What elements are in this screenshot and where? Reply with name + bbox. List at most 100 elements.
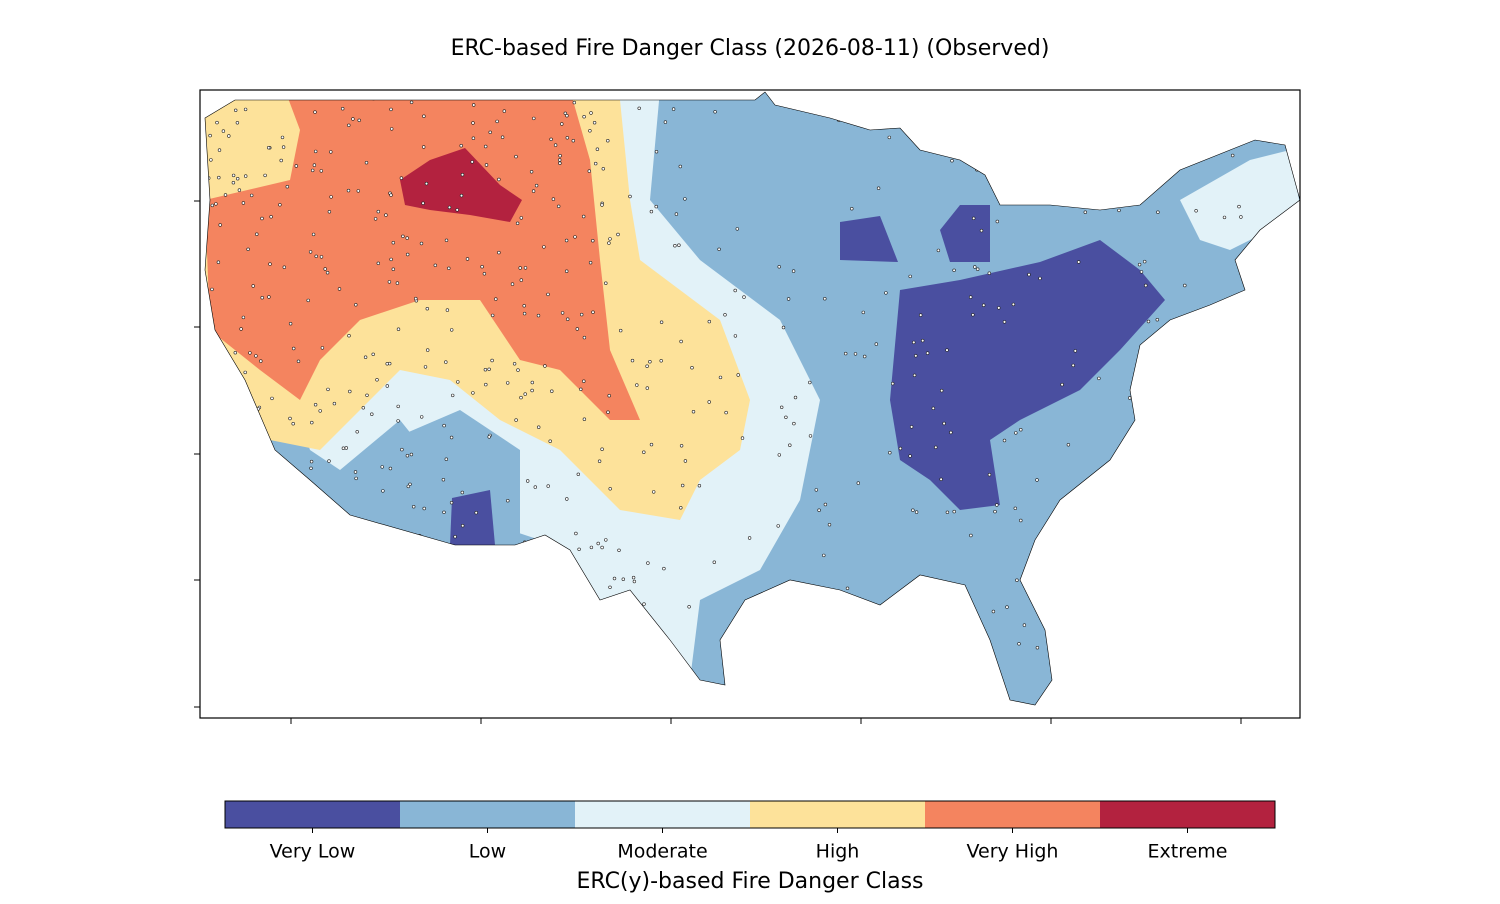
station — [565, 497, 569, 501]
station — [486, 657, 490, 662]
station — [618, 703, 622, 705]
station — [588, 129, 592, 133]
station — [577, 547, 581, 551]
station — [389, 637, 394, 642]
station — [530, 388, 534, 393]
station — [678, 164, 682, 169]
station — [519, 395, 523, 400]
station — [370, 412, 374, 416]
station — [995, 219, 999, 224]
station — [375, 660, 379, 664]
station — [285, 508, 290, 513]
station — [987, 473, 992, 477]
station — [697, 484, 702, 488]
station — [575, 327, 579, 331]
station — [266, 510, 271, 514]
station — [651, 490, 656, 494]
station — [425, 307, 429, 311]
station — [849, 109, 853, 113]
station — [934, 445, 938, 449]
station — [1073, 349, 1078, 353]
station — [388, 361, 392, 366]
station — [365, 393, 369, 397]
station — [967, 106, 971, 110]
station — [637, 106, 641, 111]
station — [363, 355, 368, 359]
station — [525, 575, 530, 579]
station — [205, 387, 208, 391]
station — [487, 367, 491, 371]
station — [888, 451, 892, 455]
station — [680, 483, 685, 488]
station — [795, 649, 799, 653]
colorbar-segment — [750, 801, 925, 828]
station — [1103, 567, 1108, 572]
station — [366, 630, 371, 634]
station — [532, 116, 536, 121]
station — [227, 134, 231, 138]
outline — [204, 91, 1301, 706]
station — [231, 403, 235, 407]
station — [522, 304, 526, 308]
station — [1152, 436, 1157, 440]
station — [662, 668, 666, 672]
station — [389, 193, 393, 197]
colorbar-tick-label: Moderate — [617, 841, 707, 863]
station — [243, 107, 248, 112]
station — [484, 163, 489, 167]
station — [1246, 309, 1251, 313]
station — [873, 641, 878, 645]
station — [211, 688, 215, 692]
station — [507, 639, 511, 643]
station — [376, 261, 380, 265]
station — [1054, 199, 1059, 203]
station — [1022, 623, 1027, 627]
station — [259, 359, 263, 363]
station — [582, 417, 587, 421]
station — [280, 135, 285, 140]
station — [381, 614, 385, 618]
station — [1076, 260, 1081, 264]
station — [311, 232, 316, 237]
station — [424, 181, 429, 186]
station — [536, 313, 541, 318]
station — [1109, 688, 1114, 692]
station — [241, 315, 246, 320]
station — [840, 642, 844, 646]
station — [783, 671, 787, 675]
station — [288, 322, 293, 326]
station — [419, 241, 424, 246]
station — [525, 479, 530, 483]
station — [296, 359, 301, 363]
station — [420, 415, 424, 419]
station — [564, 238, 569, 243]
station — [460, 173, 465, 177]
station — [550, 389, 554, 393]
station — [221, 129, 226, 133]
station — [911, 508, 915, 512]
station — [465, 257, 470, 261]
station — [885, 98, 890, 102]
station — [474, 560, 478, 565]
station — [1254, 459, 1258, 463]
station — [480, 579, 484, 584]
station — [1064, 574, 1069, 579]
station — [396, 404, 400, 409]
station — [341, 106, 345, 111]
station — [868, 102, 873, 106]
station — [874, 342, 878, 346]
station — [1066, 443, 1071, 447]
station — [304, 610, 308, 615]
station — [292, 346, 296, 351]
station — [313, 403, 318, 407]
station — [480, 265, 484, 269]
station — [679, 506, 683, 510]
station — [347, 643, 352, 647]
station — [781, 101, 786, 106]
station — [294, 164, 298, 168]
station — [723, 313, 727, 317]
station — [733, 288, 737, 293]
station — [1117, 208, 1121, 213]
station — [332, 401, 337, 406]
